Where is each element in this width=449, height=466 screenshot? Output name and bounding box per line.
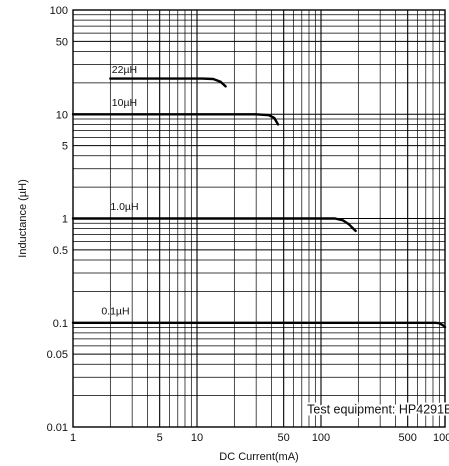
y-tick-label: 1 [62,214,68,226]
y-tick-label: 0.01 [47,422,68,434]
series-line-2 [71,217,357,233]
series-line-3 [71,321,447,329]
y-tick-label: 0.1 [53,318,68,330]
x-tick-label: 50 [278,432,290,444]
series-label-3: 0.1µH [101,305,129,317]
series-label-1: 10µH [112,97,137,109]
x-tick-label: 1 [70,432,76,444]
y-tick-label: 50 [56,36,68,48]
test-equipment-note: Test equipment: HP4291B [307,402,449,416]
y-tick-label: 100 [50,5,68,17]
x-tick-label: 5 [157,432,163,444]
y-tick-labels: 0.01 0.05 0.1 0.5 1 5 10 50 100 [47,5,68,434]
x-tick-label: 100 [312,432,330,444]
series-layer [71,77,447,329]
y-tick-label: 10 [56,109,68,121]
series-labels: 22µH 10µH 1.0µH 0.1µH [101,64,138,318]
x-axis-title: DC Current(mA) [219,451,298,463]
y-tick-label: 0.5 [53,245,68,257]
x-tick-label: 500 [398,432,416,444]
series-label-0: 22µH [112,64,137,76]
y-axis-title: Inductance (µH) [17,179,29,257]
y-tick-label: 5 [62,141,68,153]
series-line-0 [109,77,227,88]
x-tick-label: 10 [191,432,203,444]
y-tick-label: 0.05 [47,349,68,361]
series-label-2: 1.0µH [110,201,138,213]
series-line-1 [71,113,280,126]
